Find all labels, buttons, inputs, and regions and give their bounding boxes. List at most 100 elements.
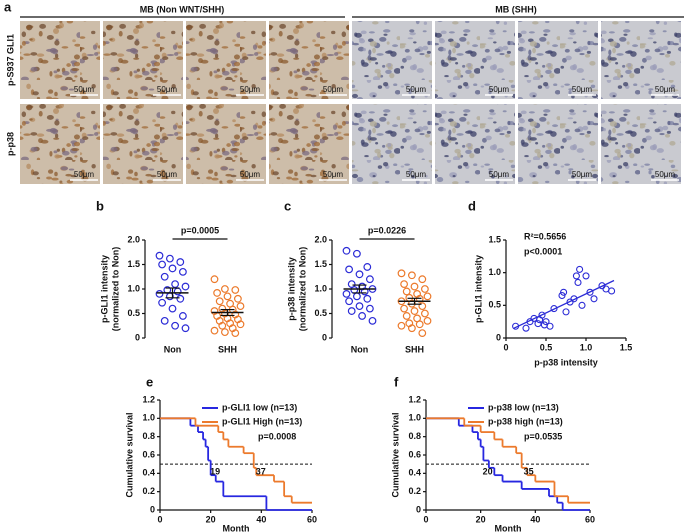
legend-label: p-GLI1 High (n=13) — [222, 416, 302, 426]
median-label: 19 — [210, 467, 220, 477]
micrograph — [435, 104, 515, 184]
data-point — [345, 265, 354, 274]
data-point — [560, 288, 568, 296]
y-tick-label: 1.0 — [314, 283, 327, 293]
micrograph — [186, 21, 266, 99]
scale-label: 50μm — [572, 170, 593, 179]
data-point — [363, 263, 372, 271]
data-point — [534, 320, 542, 328]
micrograph — [103, 21, 183, 99]
data-point — [397, 321, 406, 330]
scale-label: 50μm — [157, 170, 178, 179]
data-point — [178, 312, 187, 320]
data-point — [218, 321, 227, 330]
data-point — [400, 280, 409, 289]
x-tick-label: 0.5 — [540, 342, 553, 352]
median-label: 20 — [483, 467, 493, 477]
data-point — [366, 304, 374, 313]
data-point — [345, 297, 354, 306]
y-tick-label: 0.6 — [142, 449, 155, 459]
x-tick-label: 60 — [585, 514, 595, 524]
row-label: p-S937 GLI1 — [5, 34, 15, 86]
y-tick-label: 0.2 — [142, 486, 155, 496]
data-point — [608, 287, 616, 295]
data-point — [342, 246, 351, 255]
data-point — [155, 290, 164, 298]
x-tick-label: 40 — [530, 514, 540, 524]
data-point — [542, 318, 550, 326]
data-point — [366, 275, 374, 284]
data-point — [210, 326, 219, 335]
scale-label: 50μm — [323, 85, 344, 94]
data-point — [423, 292, 432, 301]
data-point — [546, 322, 554, 330]
scale-label: 50μm — [406, 170, 427, 179]
scale-label: 50μm — [655, 85, 676, 94]
data-point — [165, 254, 174, 263]
micrograph — [269, 104, 349, 184]
data-point — [233, 294, 242, 303]
panel-label: f — [394, 374, 399, 389]
data-point — [347, 307, 356, 315]
scale-label: 50μm — [74, 85, 95, 94]
data-point — [421, 285, 429, 293]
scale-label: 50μm — [489, 85, 510, 94]
data-point — [342, 290, 351, 298]
data-point — [360, 287, 369, 296]
p-value: p=0.0535 — [524, 431, 562, 441]
y-axis-label: Cumulative survival — [124, 412, 134, 497]
y-tick-label: 1.0 — [408, 413, 421, 423]
data-point — [410, 307, 419, 315]
data-point — [353, 249, 361, 258]
micrograph — [601, 104, 681, 184]
data-point — [397, 269, 406, 278]
x-tick-label: 20 — [476, 514, 486, 524]
y-tick-label: 0.4 — [142, 468, 155, 478]
data-point — [590, 295, 598, 303]
data-point — [173, 287, 182, 296]
median-label: 35 — [524, 467, 534, 477]
y-tick-label: 0.5 — [314, 308, 327, 318]
micrograph — [518, 104, 598, 184]
x-axis-label: Month — [223, 523, 250, 532]
data-point — [171, 321, 180, 330]
micrograph — [103, 104, 183, 184]
data-point — [522, 324, 530, 332]
y-tick-label: 0.5 — [127, 308, 140, 318]
regression-line — [513, 279, 615, 329]
panel-label: c — [284, 198, 291, 213]
data-point — [355, 302, 364, 311]
y-tick-label: 0 — [150, 504, 155, 514]
data-point — [572, 272, 580, 280]
group-header: MB (Non WNT/SHH) — [140, 4, 224, 14]
data-point — [558, 291, 566, 300]
data-point — [158, 298, 167, 307]
x-tick-label: 1.0 — [580, 342, 593, 352]
data-point — [236, 320, 245, 329]
x-tick-label: 1.5 — [620, 342, 633, 352]
data-point — [408, 324, 416, 333]
micrograph — [435, 21, 515, 99]
data-point — [350, 286, 359, 294]
x-tick-label: 0 — [423, 514, 428, 524]
data-point — [423, 316, 432, 325]
data-point — [171, 280, 180, 289]
data-point — [210, 275, 219, 284]
data-point — [418, 329, 427, 338]
y-tick-label: 1.0 — [142, 413, 155, 423]
scale-label: 50μm — [157, 85, 178, 94]
y-tick-label: 0.5 — [488, 300, 501, 310]
legend-label: p-p38 low (n=13) — [488, 402, 559, 412]
y-tick-label: 2.0 — [314, 234, 327, 244]
data-point — [418, 275, 427, 284]
x-tick-label: SHH — [405, 344, 424, 354]
data-point — [215, 297, 224, 306]
data-point — [220, 328, 229, 337]
micrograph — [601, 21, 681, 99]
scale-label: 50μm — [323, 170, 344, 179]
median-label: 37 — [256, 467, 266, 477]
data-point — [550, 305, 558, 313]
data-point — [155, 251, 164, 260]
data-point — [562, 308, 570, 316]
data-point — [213, 289, 222, 297]
